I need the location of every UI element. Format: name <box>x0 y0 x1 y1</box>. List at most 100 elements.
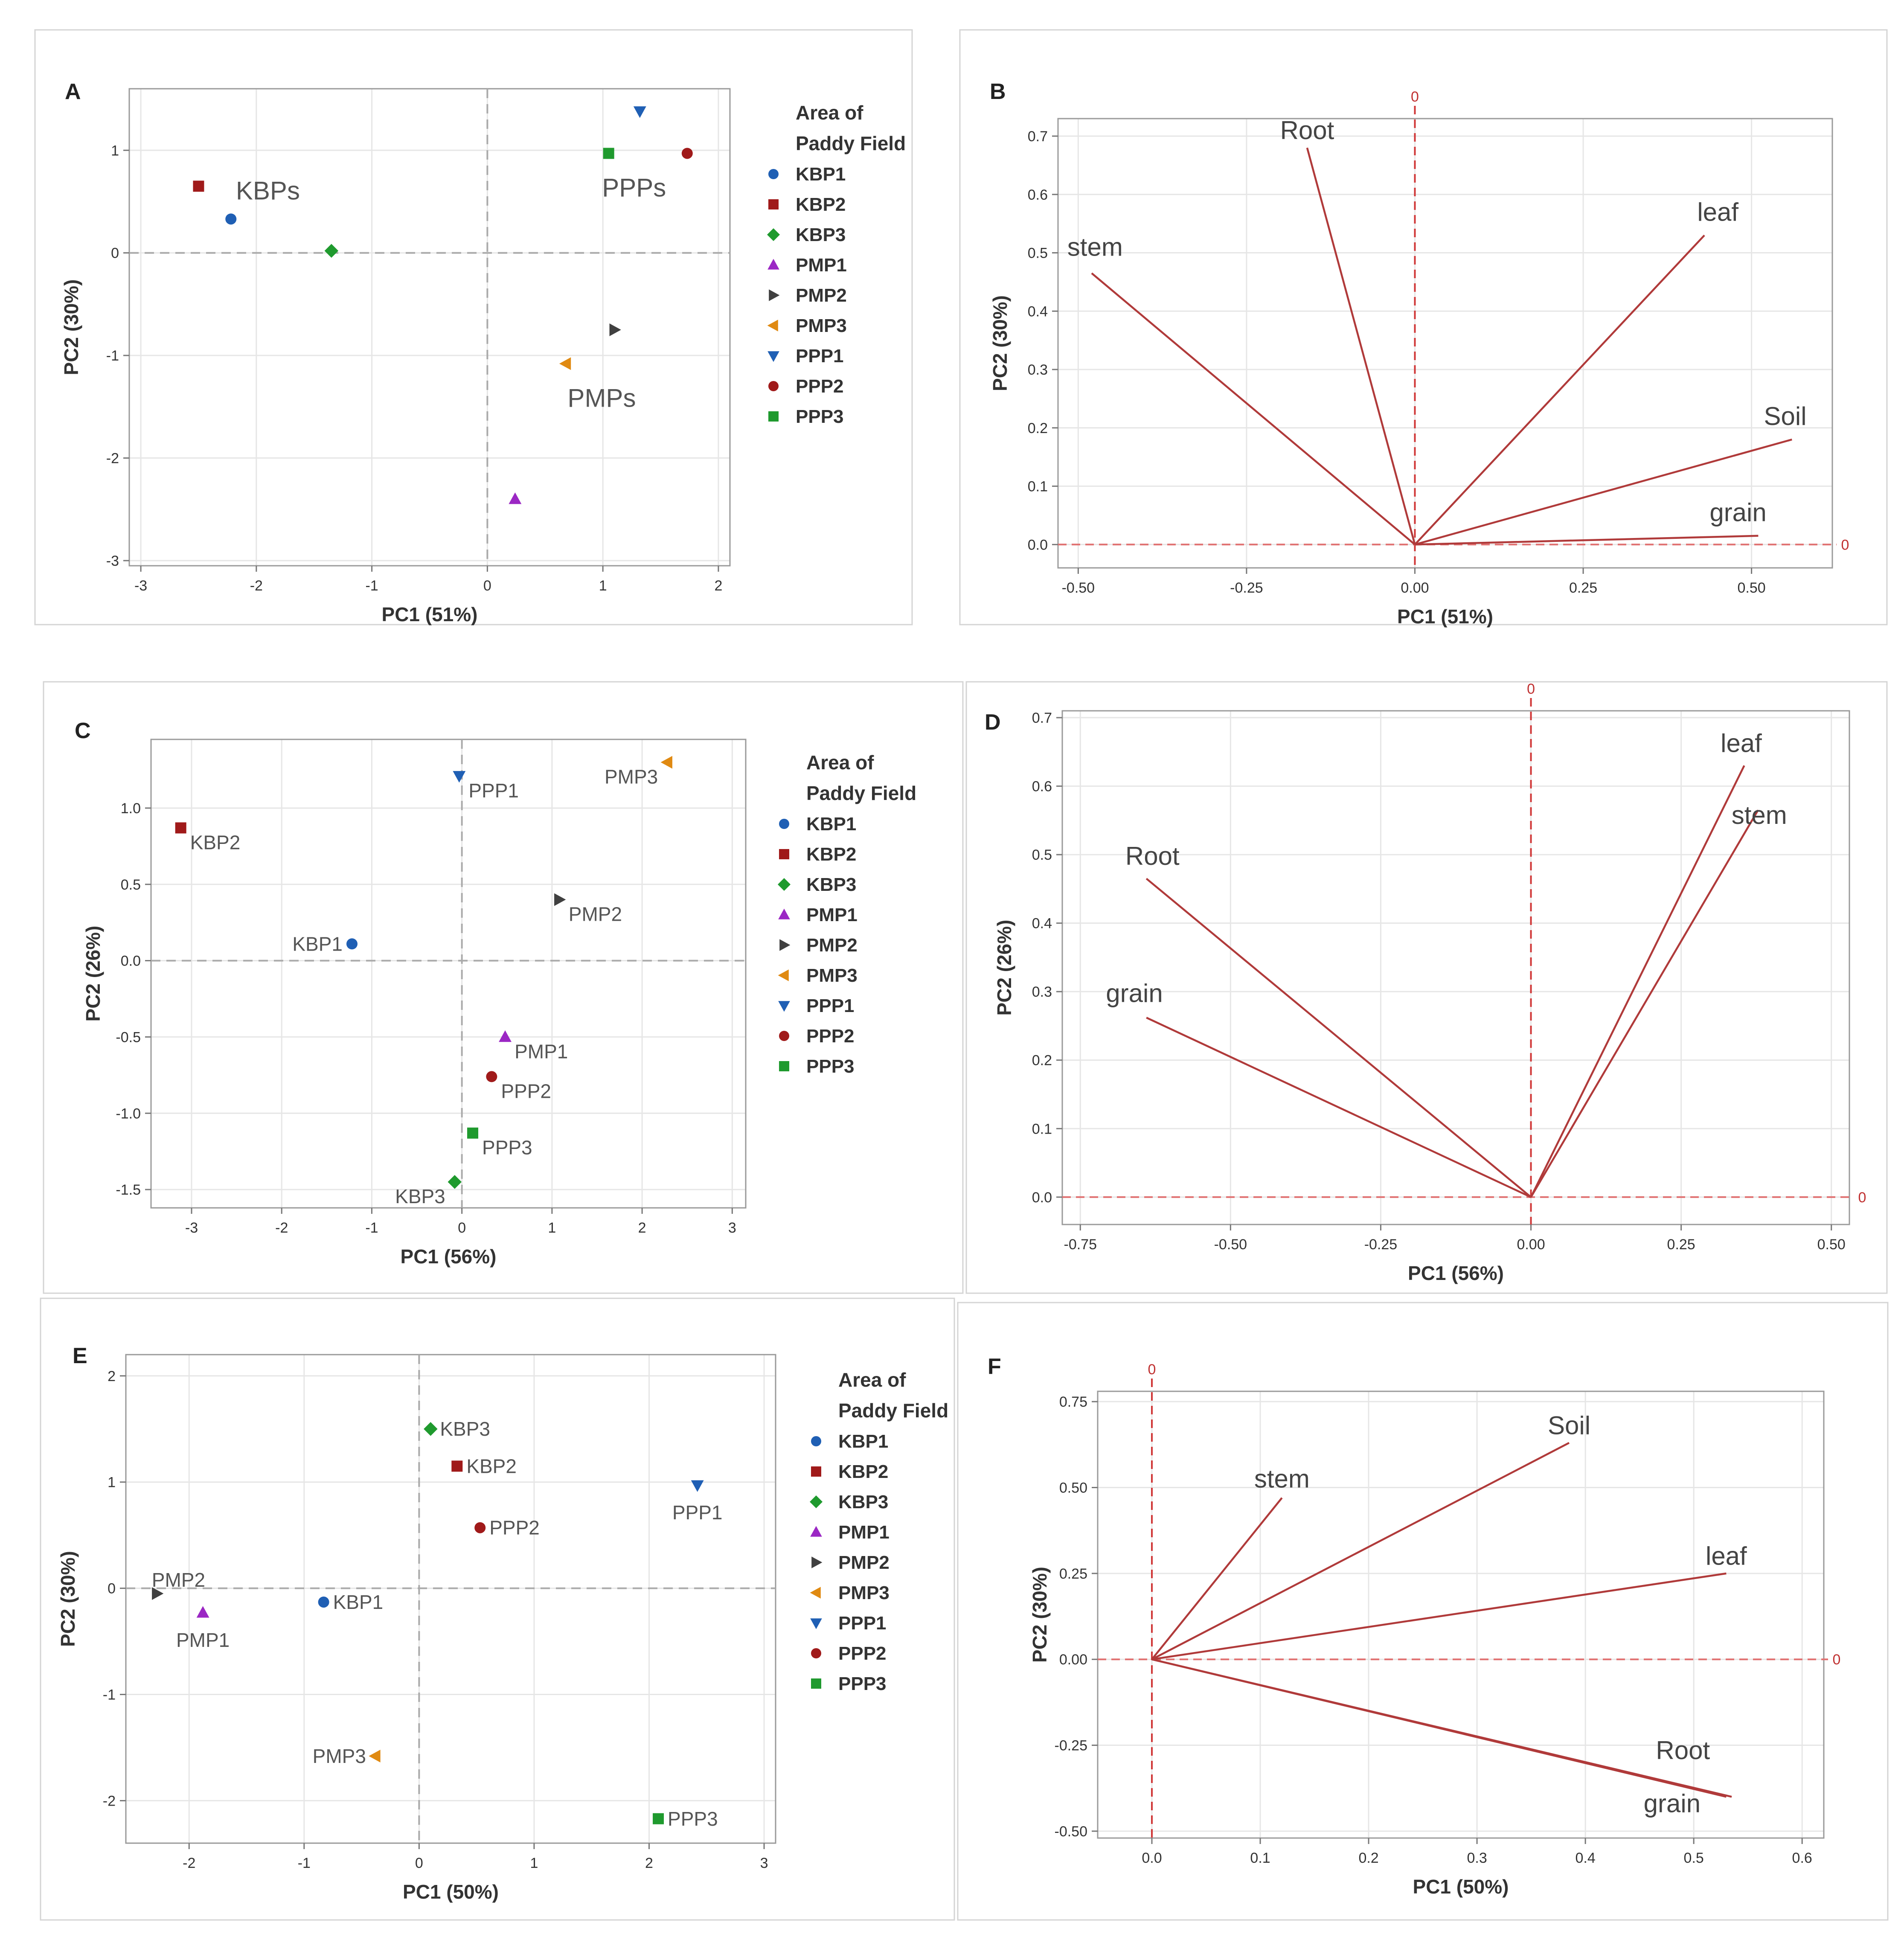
x-tick-label: 2 <box>638 1220 646 1236</box>
y-tick-label: 0.0 <box>1028 537 1048 553</box>
zero-label-right: 0 <box>1833 1652 1841 1668</box>
x-tick-label: 2 <box>714 578 722 594</box>
x-tick-label: -2 <box>250 578 263 594</box>
legend-marker-ppp2 <box>768 381 779 391</box>
legend-label-ppp2: PPP2 <box>838 1643 887 1664</box>
panel-letter: A <box>65 79 81 104</box>
point-ppp3 <box>467 1127 479 1139</box>
vector-label-grain: grain <box>1644 1789 1701 1818</box>
x-tick-label: 0.0 <box>1142 1850 1162 1866</box>
y-tick-label: 0.50 <box>1059 1480 1087 1496</box>
vector-grain <box>1146 1017 1532 1198</box>
group-label-kbps: KBPs <box>236 177 300 205</box>
point-ppp2 <box>474 1522 486 1533</box>
x-tick-label: 1 <box>599 578 607 594</box>
vector-root <box>1306 147 1416 545</box>
y-axis-title: PC2 (26%) <box>82 926 104 1022</box>
legend-marker-pmp1 <box>767 259 779 270</box>
legend-marker-pmp2 <box>811 1556 823 1568</box>
point-pmp2 <box>152 1587 164 1600</box>
y-tick-label: 0.5 <box>121 877 141 893</box>
vector-label-root: Root <box>1656 1736 1710 1765</box>
legend-title-line2: Paddy Field <box>796 132 906 154</box>
point-kbp2 <box>193 180 204 192</box>
point-kbp1 <box>318 1596 329 1608</box>
legend-label-kbp2: KBP2 <box>796 194 846 215</box>
vector-soil <box>1414 438 1792 546</box>
y-tick-label: 0.5 <box>1028 245 1048 262</box>
legend: Area of Paddy Field KBP1 KBP2 KBP3 PMP1 PMP2 PM… <box>810 1369 948 1694</box>
point-ppp3 <box>603 148 614 159</box>
y-tick-label: 0.4 <box>1028 303 1048 320</box>
point-label-ppp2: PPP2 <box>489 1517 540 1539</box>
panel-frame <box>959 29 1888 625</box>
group-label-ppps: PPPs <box>602 173 666 202</box>
point-label-ppp1: PPP1 <box>468 779 519 802</box>
vector-label-root: Root <box>1280 116 1334 145</box>
x-tick-label: 0.4 <box>1576 1850 1596 1866</box>
point-ppp2 <box>486 1071 497 1082</box>
panel-a: A -3 -2 -1 0 1 2 -3 -2 -1 0 1 PC1 (51%) PC2 (30%) KBPs… <box>34 29 913 625</box>
zero-label-right: 0 <box>1841 537 1849 553</box>
point-pmp3 <box>369 1749 381 1763</box>
point-label-kbp1: KBP1 <box>333 1591 384 1613</box>
y-tick-label: 0.0 <box>1032 1190 1052 1206</box>
x-axis-title: PC1 (56%) <box>1408 1262 1504 1284</box>
legend-title-line2: Paddy Field <box>806 782 916 804</box>
vector-grain <box>1151 1658 1727 1798</box>
legend-label-pmp3: PMP3 <box>838 1582 890 1603</box>
legend-marker-pmp3 <box>767 320 778 332</box>
y-tick-label: 0.7 <box>1028 128 1048 145</box>
point-label-pmp3: PMP3 <box>313 1745 366 1767</box>
panel-letter: E <box>73 1344 87 1368</box>
x-tick-label: -0.50 <box>1214 1236 1247 1253</box>
point-pmp1 <box>509 492 522 504</box>
x-tick-label: 0.50 <box>1817 1236 1846 1253</box>
point-ppp2 <box>681 148 693 159</box>
vector-leaf <box>1414 234 1705 545</box>
x-axis-title: PC1 (51%) <box>382 603 478 625</box>
x-tick-label: 0.2 <box>1358 1850 1378 1866</box>
y-axis-title: PC2 (26%) <box>993 920 1015 1016</box>
y-tick-label: 2 <box>108 1368 116 1384</box>
legend-label-kbp1: KBP1 <box>796 164 846 185</box>
point-pmp2 <box>609 323 621 336</box>
panel-frame <box>957 1302 1889 1921</box>
y-tick-label: -1.5 <box>116 1182 141 1198</box>
legend-marker-kbp1 <box>779 819 789 829</box>
y-axis-title: PC2 (30%) <box>57 1551 79 1647</box>
legend-marker-pmp2 <box>769 289 780 301</box>
point-label-pmp1: PMP1 <box>515 1040 568 1062</box>
x-tick-label: 0.50 <box>1738 580 1766 596</box>
point-kbp3 <box>448 1175 462 1189</box>
panel-frame <box>43 681 964 1294</box>
x-tick-label: 0.5 <box>1684 1850 1704 1866</box>
x-tick-label: -3 <box>185 1220 198 1236</box>
point-label-ppp3: PPP3 <box>668 1808 718 1830</box>
x-tick-label: -0.25 <box>1230 580 1263 596</box>
legend-marker-ppp1 <box>810 1618 822 1629</box>
x-tick-label: 0.1 <box>1250 1850 1270 1866</box>
legend-label-pmp2: PMP2 <box>806 935 858 956</box>
plot-border <box>1057 118 1833 569</box>
legend-marker-kbp2 <box>768 199 779 209</box>
y-tick-label: 1 <box>111 143 119 159</box>
legend-marker-kbp1 <box>768 169 779 179</box>
y-tick-label: 0.1 <box>1032 1121 1052 1137</box>
x-tick-label: -2 <box>183 1855 195 1871</box>
legend-label-pmp1: PMP1 <box>806 905 858 925</box>
legend-label-ppp2: PPP2 <box>796 376 844 397</box>
legend-label-pmp2: PMP2 <box>796 285 847 306</box>
point-label-kbp3: KBP3 <box>440 1418 490 1440</box>
legend-marker-kbp3 <box>767 228 780 241</box>
y-tick-label: -3 <box>106 553 119 569</box>
x-tick-label: 0 <box>458 1220 466 1236</box>
point-label-pmp2: PMP2 <box>152 1569 205 1591</box>
y-tick-label: 0.25 <box>1059 1566 1087 1582</box>
y-tick-label: 1.0 <box>121 800 141 817</box>
vector-label-root: Root <box>1125 842 1180 870</box>
vector-label-leaf: leaf <box>1697 198 1738 226</box>
plot-border <box>1061 710 1850 1225</box>
legend-marker-ppp3 <box>779 1061 789 1071</box>
plot-border <box>128 88 731 567</box>
